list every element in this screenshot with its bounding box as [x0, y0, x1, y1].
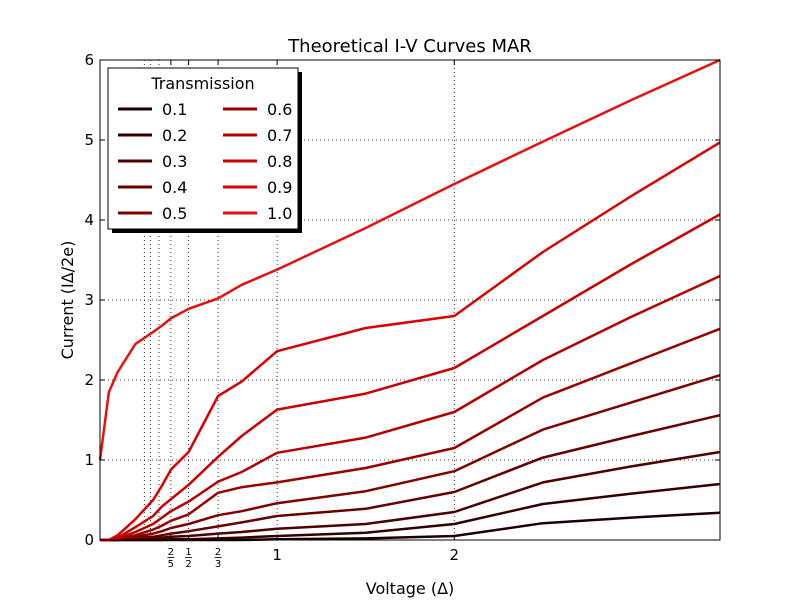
x-tick-numerator: 2: [215, 547, 221, 558]
x-tick-fraction: 12: [185, 547, 193, 570]
y-tick-label: 5: [84, 131, 94, 149]
legend-item-0.8: 0.8: [223, 152, 292, 171]
series-line-1.0: [98, 58, 721, 461]
series-line-0.3: [100, 450, 721, 542]
series-line-0.6: [100, 327, 721, 542]
y-tick-label: 1: [84, 451, 94, 469]
series-line-0.4: [100, 413, 721, 542]
x-tick-label: 1: [272, 546, 282, 564]
x-tick-denominator: 2: [185, 559, 191, 570]
x-tick-denominator: 5: [168, 559, 174, 570]
y-tick-label: 0: [84, 531, 94, 549]
series-line-0.7: [100, 274, 721, 542]
legend-label: 0.7: [267, 126, 292, 145]
legend-label: 0.6: [267, 100, 292, 119]
legend-item-0.4: 0.4: [118, 178, 187, 197]
legend-label: 0.5: [162, 204, 187, 223]
series-line-0.8: [100, 213, 721, 542]
y-axis-label: Current (IΔ/2e): [58, 241, 77, 360]
x-tick-label: 2: [450, 546, 460, 564]
legend-label: 0.9: [267, 178, 292, 197]
x-axis-label: Voltage (Δ): [366, 579, 455, 598]
y-tick-label: 4: [84, 211, 94, 229]
x-tick-numerator: 1: [185, 547, 191, 558]
x-tick-fraction: 25: [167, 547, 175, 570]
legend-items: 0.1 0.2 0.3 0.4 0.5 0.6 0.7 0.8 0.9 1.0: [118, 100, 292, 223]
legend-label: 1.0: [267, 204, 292, 223]
legend-label: 0.4: [162, 178, 187, 197]
x-tick-numerator: 2: [168, 547, 174, 558]
legend-item-0.2: 0.2: [118, 126, 187, 145]
legend-item-0.7: 0.7: [223, 126, 292, 145]
y-tick-label: 3: [84, 291, 94, 309]
chart-title: Theoretical I-V Curves MAR: [287, 36, 532, 57]
legend-item-0.9: 0.9: [223, 178, 292, 197]
legend-box: [107, 67, 299, 230]
legend-title: Transmission: [150, 74, 254, 93]
series-line-0.9: [100, 141, 721, 542]
y-tick-label: 6: [84, 51, 94, 69]
y-tick-label: 2: [84, 371, 94, 389]
x-tick-denominator: 3: [215, 559, 221, 570]
legend-label: 0.1: [162, 100, 187, 119]
legend-item-0.3: 0.3: [118, 152, 187, 171]
legend-label: 0.2: [162, 126, 187, 145]
x-tick-fraction: 23: [214, 547, 222, 570]
legend-item-1.0: 1.0: [223, 204, 292, 223]
legend-item-0.6: 0.6: [223, 100, 292, 119]
legend-label: 0.8: [267, 152, 292, 171]
legend-item-0.5: 0.5: [118, 204, 187, 223]
legend-label: 0.3: [162, 152, 187, 171]
legend-item-0.1: 0.1: [118, 100, 187, 119]
legend: Transmission 0.1 0.2 0.3 0.4 0.5 0.6 0.7 0.8 0.9…: [107, 67, 302, 233]
